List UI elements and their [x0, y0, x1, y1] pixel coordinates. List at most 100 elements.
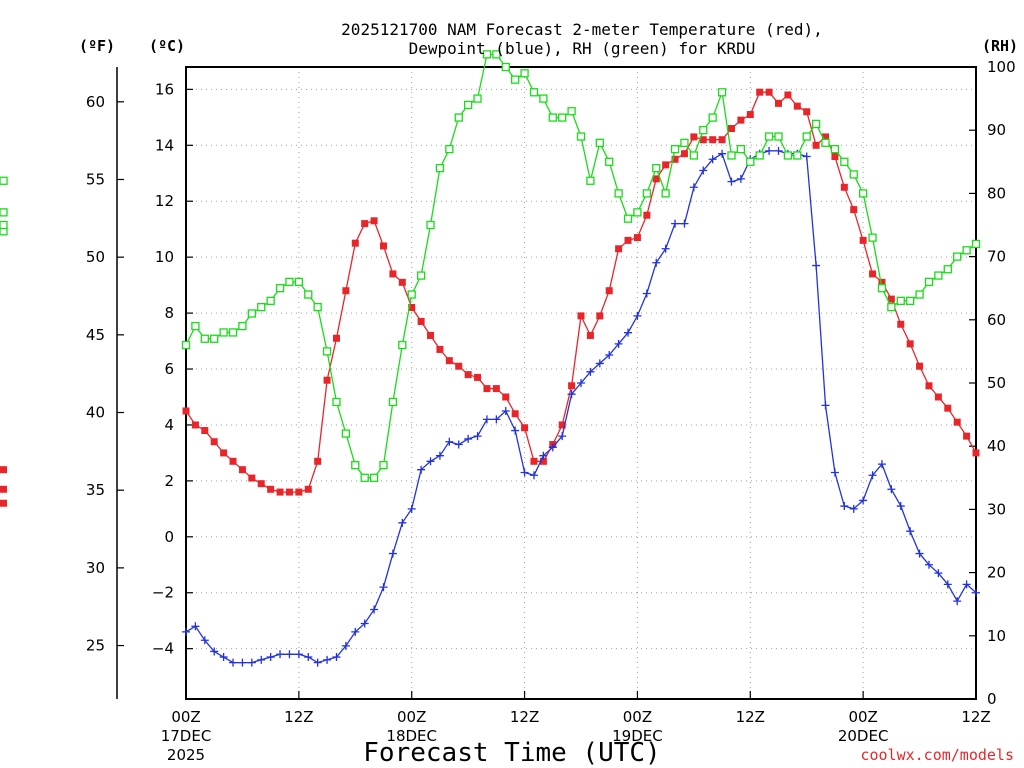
- dewpoint-point: [285, 650, 294, 659]
- fahrenheit-tick-label: 50: [86, 248, 105, 266]
- rh-point: [595, 138, 604, 147]
- temperature-point: [756, 88, 764, 96]
- rh-line: [185, 53, 977, 479]
- temperature-point: [558, 421, 566, 429]
- temperature-point: [746, 111, 754, 119]
- temperature-point: [793, 102, 801, 110]
- rh-point: [605, 157, 614, 166]
- rh-point: [473, 94, 482, 103]
- celsius-tick-label: −2: [152, 584, 174, 602]
- temperature-point: [963, 432, 971, 440]
- temperature-point: [906, 340, 914, 348]
- rh-point: [181, 340, 191, 350]
- rh-point: [736, 145, 746, 154]
- dewpoint-point: [943, 580, 952, 589]
- temperature-point: [652, 175, 660, 183]
- rh-point: [501, 62, 510, 72]
- temperature-point: [474, 373, 482, 381]
- rh-point: [755, 151, 764, 160]
- celsius-tick-label: 8: [164, 304, 174, 322]
- rh-point: [962, 246, 971, 255]
- rh-point: [388, 397, 398, 407]
- rh-point: [285, 277, 294, 287]
- rh-tick-label: 80: [987, 184, 1006, 202]
- rh-point: [379, 461, 388, 470]
- temperature-point: [351, 239, 359, 247]
- time-tick-label: 12Z: [510, 708, 539, 726]
- temperature-point: [408, 303, 416, 311]
- temperature-point: [521, 424, 529, 432]
- rh-point: [680, 138, 689, 147]
- temperature-point: [276, 488, 284, 496]
- temperature-point: [380, 242, 387, 250]
- temperature-point: [737, 116, 745, 124]
- rh-point: [971, 239, 981, 249]
- dewpoint-point: [595, 359, 604, 368]
- rh-tick-label: 60: [987, 311, 1006, 329]
- rh-point: [576, 132, 586, 141]
- rh-point: [840, 157, 849, 166]
- dewpoint-point: [718, 149, 727, 158]
- rh-point: [717, 88, 727, 97]
- dewpoint-point: [558, 432, 567, 441]
- rh-point: [275, 284, 285, 293]
- temperature-point: [267, 485, 275, 493]
- dewpoint-point: [859, 496, 868, 505]
- rh-point: [191, 321, 200, 331]
- rh-tick-label: 0: [987, 690, 997, 708]
- temperature-point: [878, 278, 886, 286]
- temperature-point: [850, 206, 858, 214]
- rh-point: [200, 334, 209, 343]
- rh-point: [774, 132, 783, 141]
- temperature-point: [577, 312, 585, 320]
- dewpoint-point: [821, 401, 830, 410]
- dewpoint-point: [276, 650, 285, 659]
- temperature-point: [803, 108, 811, 116]
- dewpoint-point: [934, 569, 943, 578]
- temperature-point: [210, 438, 218, 446]
- rh-point: [764, 132, 774, 141]
- rh-point: [567, 107, 576, 116]
- dewpoint-point: [191, 622, 200, 631]
- dewpoint-point: [229, 658, 238, 667]
- rh-point: [341, 429, 351, 438]
- rh-point: [369, 473, 379, 482]
- dewpoint-point: [896, 502, 905, 511]
- dewpoint-point: [708, 155, 717, 164]
- dewpoint-point: [398, 518, 407, 527]
- fahrenheit-tick-label: 60: [86, 93, 105, 111]
- rh-point: [435, 163, 445, 173]
- rh-point: [482, 50, 492, 59]
- dewpoint-point: [605, 351, 614, 360]
- rh-point: [219, 328, 228, 337]
- time-tick-label: 00Z: [623, 708, 652, 726]
- dewpoint-point: [915, 549, 924, 558]
- temperature-point: [238, 466, 246, 474]
- rh-point: [351, 461, 360, 470]
- dewpoint-point: [482, 415, 491, 424]
- dewpoint-point: [210, 647, 219, 656]
- dewpoint-point: [849, 504, 858, 513]
- temperature-point: [389, 270, 397, 278]
- rh-point: [416, 271, 426, 280]
- temperature-point: [671, 155, 679, 163]
- temperature-point: [0, 499, 7, 507]
- rh-point: [407, 290, 416, 299]
- celsius-axis-header: (ºC): [149, 37, 185, 55]
- time-tick-label: 12Z: [284, 708, 313, 726]
- rh-point: [398, 340, 407, 350]
- temperature-point: [596, 312, 604, 320]
- dewpoint-point: [351, 627, 360, 636]
- temperature-point: [314, 457, 322, 465]
- dewpoint-point: [407, 504, 416, 513]
- rh-point: [294, 277, 304, 287]
- rh-point: [548, 113, 557, 122]
- temperature-point: [304, 485, 312, 493]
- dewpoint-point: [624, 328, 633, 337]
- dewpoint-point: [266, 653, 275, 662]
- dewpoint-point: [671, 219, 680, 228]
- dewpoint-point: [924, 560, 933, 569]
- temperature-series: [0, 88, 980, 507]
- rh-point: [304, 290, 313, 299]
